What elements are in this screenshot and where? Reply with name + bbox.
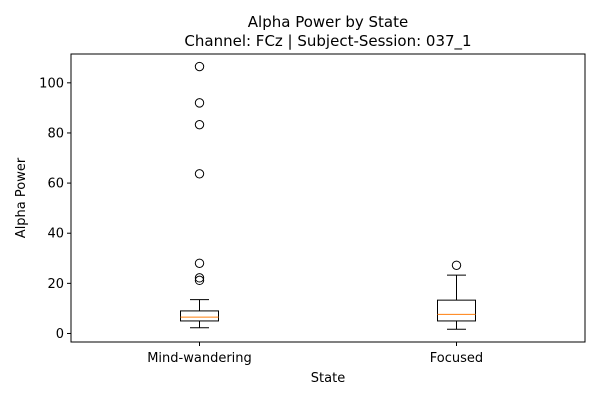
box-mind-wandering — [180, 310, 219, 322]
x-tick-label: Mind-wandering — [147, 351, 252, 366]
y-tick-label: 100 — [39, 76, 64, 91]
y-tick-label: 0 — [56, 327, 64, 342]
outlier-point-mind-wandering — [194, 273, 205, 283]
box-focused — [437, 299, 476, 322]
plot-frame — [70, 53, 586, 343]
y-tick-label: 60 — [47, 177, 64, 192]
outlier-point-mind-wandering — [194, 98, 205, 108]
outlier-point-mind-wandering — [194, 119, 205, 130]
y-tick-label: 20 — [47, 277, 64, 292]
y-tick-label: 80 — [47, 126, 64, 141]
outlier-point-mind-wandering — [194, 169, 205, 179]
outlier-point-mind-wandering — [194, 275, 205, 286]
chart-subtitle: Channel: FCz | Subject-Session: 037_1 — [184, 32, 471, 51]
y-tick-label: 40 — [47, 227, 64, 242]
outlier-point-mind-wandering — [194, 258, 205, 268]
x-axis-label: State — [311, 371, 345, 386]
x-tick-label: Focused — [430, 351, 483, 366]
y-axis-label: Alpha Power — [14, 157, 29, 238]
outlier-point-mind-wandering — [194, 61, 205, 72]
outlier-point-focused — [451, 260, 462, 271]
chart-title: Alpha Power by State — [248, 13, 408, 31]
